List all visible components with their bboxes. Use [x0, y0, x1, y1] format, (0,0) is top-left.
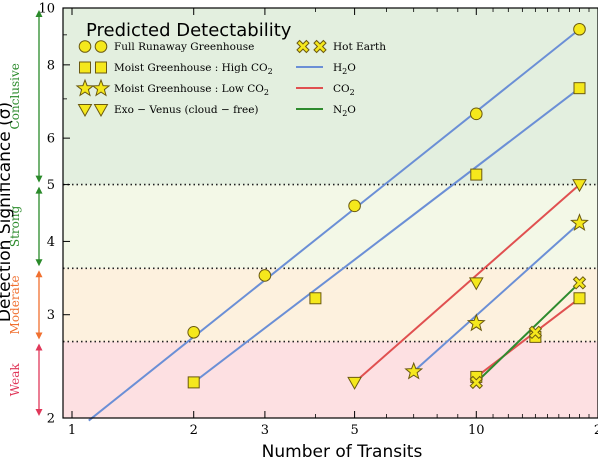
- square-marker: [310, 293, 321, 304]
- circle-marker: [188, 326, 200, 338]
- legend-label: Moist Greenhouse : High CO2: [114, 62, 273, 76]
- circle-marker: [259, 270, 271, 282]
- band-label-weak: Weak: [8, 363, 22, 397]
- y-tick-label: 8: [47, 58, 55, 73]
- x-tick-label: 5: [350, 423, 358, 438]
- legend-label: Full Runaway Greenhouse: [114, 41, 254, 53]
- circle-marker: [574, 23, 586, 35]
- square-marker: [471, 169, 482, 180]
- x-tick-label: 2: [190, 423, 198, 438]
- square-marker: [80, 62, 91, 73]
- circle-marker: [470, 108, 482, 120]
- x-tick-label: 2: [594, 423, 598, 438]
- band-arrow-head-up: [36, 187, 43, 194]
- chart-title: Predicted Detectability: [86, 20, 292, 41]
- legend-label: Exo − Venus (cloud − free): [114, 104, 259, 116]
- legend-label: Hot Earth: [333, 41, 386, 53]
- band-arrow-head-up: [36, 344, 43, 351]
- band-weak: [63, 342, 598, 418]
- band-arrow-head-up: [36, 270, 43, 277]
- band-arrow-head-down: [36, 333, 43, 340]
- y-tick-label: 2: [47, 412, 55, 427]
- y-tick-label: 3: [47, 308, 55, 323]
- x-tick-label: 10: [468, 423, 485, 438]
- band-arrow-head-down: [36, 259, 43, 266]
- circle-marker: [95, 41, 107, 53]
- y-tick-label: 4: [47, 235, 55, 250]
- y-tick-label: 6: [47, 132, 55, 147]
- x-axis-label: Number of Transits: [262, 442, 423, 461]
- x-tick-label: 3: [261, 423, 269, 438]
- square-marker: [574, 83, 585, 94]
- x-tick-label: 1: [68, 423, 76, 438]
- band-strong: [63, 185, 598, 269]
- square-marker: [96, 62, 107, 73]
- y-axis-label: Detection Significance (σ): [0, 102, 15, 322]
- y-tick-label: 5: [47, 178, 55, 193]
- square-marker: [574, 293, 585, 304]
- square-marker: [188, 377, 199, 388]
- band-arrow-head-down: [36, 176, 43, 183]
- circle-marker: [79, 41, 91, 53]
- circle-marker: [349, 200, 361, 212]
- band-arrow-head-down: [36, 409, 43, 416]
- legend-label: Moist Greenhouse : Low CO2: [114, 83, 269, 97]
